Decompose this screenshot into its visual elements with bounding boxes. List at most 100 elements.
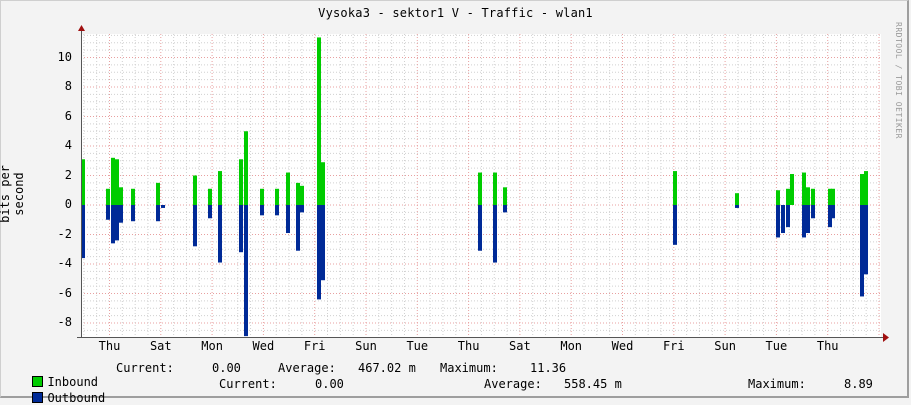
inbound-bar xyxy=(478,172,482,205)
inbound-bar xyxy=(802,172,806,205)
x-tick-label: Mon xyxy=(201,339,223,353)
y-tick-label: 0 xyxy=(64,197,72,211)
outbound-swatch-icon xyxy=(32,392,44,403)
outbound-bar xyxy=(802,205,806,238)
inbound-bar xyxy=(296,182,300,205)
outbound-bar xyxy=(735,205,739,208)
y-tick-label: -2 xyxy=(57,226,72,241)
inbound-bar xyxy=(244,131,248,205)
inbound-bar xyxy=(275,188,279,205)
outbound-average-label: Average: xyxy=(484,377,542,391)
outbound-maximum-label: Maximum: xyxy=(748,377,806,391)
outbound-bar xyxy=(831,205,835,219)
legend-inbound: Inbound xyxy=(18,361,98,389)
x-tick-label: Sat xyxy=(509,339,531,353)
outbound-bar xyxy=(786,205,790,228)
inbound-bar xyxy=(111,157,115,205)
y-tick-label: 8 xyxy=(64,79,72,93)
chart-canvas xyxy=(77,25,889,342)
outbound-label: Outbound xyxy=(47,391,106,405)
inbound-bar xyxy=(131,188,135,205)
y-tick-label: -8 xyxy=(57,315,72,329)
outbound-bar xyxy=(81,205,85,259)
x-tick-label: Thu xyxy=(98,339,121,353)
inbound-bar xyxy=(300,185,304,205)
inbound-bar xyxy=(156,182,160,205)
x-tick-label: Wed xyxy=(252,339,275,353)
outbound-bar xyxy=(478,205,482,251)
outbound-bar xyxy=(864,205,868,275)
y-tick-label: 2 xyxy=(64,167,72,182)
outbound-current-label: Current: xyxy=(219,377,277,391)
inbound-bar xyxy=(218,171,222,205)
inbound-bar xyxy=(831,188,835,205)
outbound-bar xyxy=(503,205,507,213)
outbound-bar xyxy=(828,205,832,228)
legend-outbound: Outbound xyxy=(18,377,105,405)
outbound-bar xyxy=(218,205,222,263)
inbound-bar xyxy=(811,188,815,205)
inbound-bar xyxy=(790,174,794,205)
inbound-bar xyxy=(119,187,123,205)
outbound-bar xyxy=(156,205,160,222)
x-axis-arrow-icon xyxy=(883,333,889,342)
inbound-swatch-icon xyxy=(32,376,44,387)
inbound-maximum-value: 11.36 xyxy=(530,361,567,375)
inbound-bar xyxy=(81,159,85,205)
outbound-bar xyxy=(286,205,290,234)
inbound-bar xyxy=(864,171,868,205)
outbound-bar xyxy=(673,205,677,245)
inbound-bar xyxy=(828,188,832,205)
x-tick-label: Sun xyxy=(714,339,736,353)
x-tick-label: Tue xyxy=(406,339,429,353)
inbound-bar xyxy=(286,172,290,205)
outbound-maximum-value: 8.89 xyxy=(844,377,873,391)
outbound-bar xyxy=(493,205,497,263)
inbound-bar xyxy=(321,162,325,205)
x-tick-label: Mon xyxy=(560,339,583,353)
plot-area xyxy=(77,25,889,342)
inbound-bar xyxy=(115,159,119,205)
x-tick-label: Sat xyxy=(149,339,172,353)
y-axis-arrow-icon xyxy=(78,25,85,31)
inbound-bar xyxy=(317,37,321,205)
x-tick-label: Tue xyxy=(765,339,788,353)
inbound-bar xyxy=(735,193,739,205)
outbound-bar xyxy=(860,205,864,297)
outbound-bar xyxy=(260,205,264,216)
inbound-bar xyxy=(208,188,212,205)
rrdtool-watermark: RRDTOOL / TOBI OETIKER xyxy=(894,22,903,139)
y-axis-label: bits per second xyxy=(0,165,26,223)
outbound-bar xyxy=(208,205,212,219)
outbound-current-value: 0.00 xyxy=(315,377,344,391)
outbound-bar xyxy=(296,205,300,251)
y-tick-label: 10 xyxy=(57,49,72,64)
y-tick-label: -4 xyxy=(57,256,72,270)
inbound-current-label: Current: xyxy=(116,361,174,375)
inbound-bar xyxy=(193,175,197,205)
inbound-bar xyxy=(260,188,264,205)
inbound-bar xyxy=(860,174,864,205)
y-tick-label: 6 xyxy=(64,108,72,123)
inbound-bar xyxy=(239,159,243,205)
inbound-maximum-label: Maximum: xyxy=(440,361,498,375)
outbound-bar xyxy=(119,205,123,223)
outbound-bar xyxy=(111,205,115,244)
inbound-current-value: 0.00 xyxy=(212,361,241,375)
x-tick-label: Sun xyxy=(355,339,377,353)
chart-title: Vysoka3 - sektor1 V - Traffic - wlan1 xyxy=(318,6,593,20)
x-tick-label: Fri xyxy=(303,339,326,353)
outbound-bar xyxy=(300,205,304,213)
outbound-bar xyxy=(776,205,780,238)
inbound-bar xyxy=(503,187,507,205)
inbound-bar xyxy=(106,188,110,205)
inbound-bar xyxy=(806,187,810,205)
x-tick-label: Thu xyxy=(816,339,839,353)
y-tick-label: 4 xyxy=(64,138,72,152)
inbound-bar xyxy=(673,171,677,205)
x-tick-label: Wed xyxy=(611,339,634,353)
x-tick-label: Thu xyxy=(457,339,480,353)
outbound-bar xyxy=(115,205,119,241)
outbound-bar xyxy=(106,205,110,220)
